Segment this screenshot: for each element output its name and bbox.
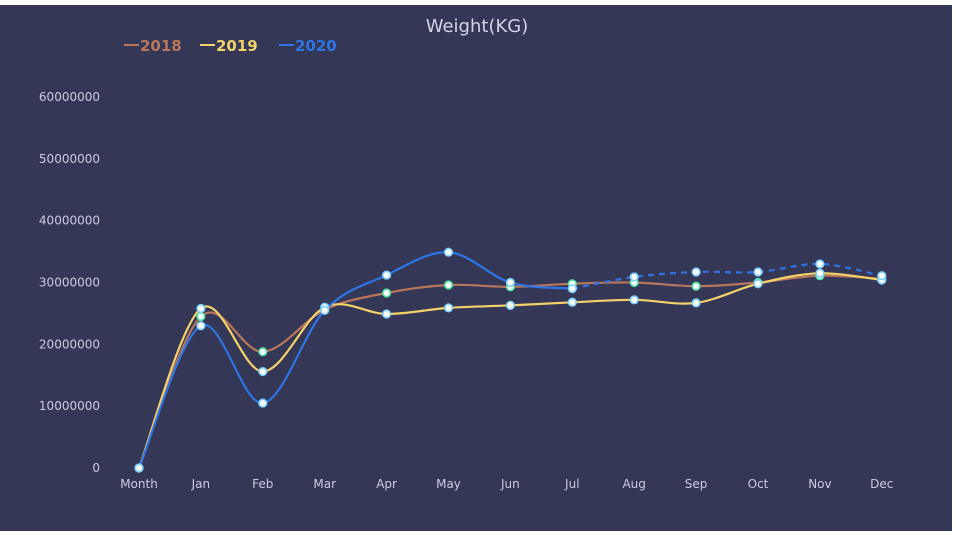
legend-label-2018: 2018 xyxy=(140,37,182,55)
x-tick-label: Feb xyxy=(252,477,273,491)
data-point-2020 xyxy=(505,277,516,288)
data-point-2019 xyxy=(505,300,516,310)
data-point-2020 xyxy=(196,321,206,331)
data-point-2020 xyxy=(691,267,701,277)
data-point-2020 xyxy=(382,270,392,280)
legend-label-2019: 2019 xyxy=(216,37,258,55)
y-tick-label: 60000000 xyxy=(39,90,100,104)
x-tick-label: Aug xyxy=(622,477,645,491)
chart-panel: Weight(KG) 2018 2019 2020 0 10000000 2000000… xyxy=(0,5,952,531)
data-point-2019 xyxy=(258,366,268,377)
series-points xyxy=(134,247,887,473)
data-point-2019 xyxy=(691,298,701,308)
y-tick-label: 30000000 xyxy=(39,276,100,290)
chart-title: Weight(KG) xyxy=(426,16,529,37)
y-tick-label: 20000000 xyxy=(39,337,100,351)
data-point-2020 xyxy=(877,271,887,281)
x-axis: Month Jan Feb Mar Apr May Jun Jul Aug Sep Oct Nov De… xyxy=(120,477,893,491)
data-point-2019 xyxy=(815,268,825,278)
data-point-2019 xyxy=(629,295,639,305)
y-tick-label: 0 xyxy=(92,461,100,475)
x-tick-label: Dec xyxy=(870,477,893,491)
data-point-2018 xyxy=(258,347,268,357)
data-point-2019 xyxy=(443,303,454,313)
data-point-2018 xyxy=(382,288,392,298)
x-tick-label: Sep xyxy=(685,477,708,491)
data-point-2020 xyxy=(320,305,330,315)
x-tick-label: Month xyxy=(120,477,158,491)
data-point-2020 xyxy=(134,463,144,473)
x-tick-label: Nov xyxy=(808,477,831,491)
data-point-2019 xyxy=(382,309,392,319)
data-point-2018 xyxy=(196,311,206,322)
series-line-2020-dashed xyxy=(572,262,883,290)
data-point-2018 xyxy=(443,280,454,290)
data-point-2018 xyxy=(691,281,701,291)
x-tick-label: May xyxy=(436,477,461,491)
data-point-2019 xyxy=(567,297,577,307)
y-tick-label: 10000000 xyxy=(39,399,100,413)
data-point-2020 xyxy=(629,272,639,282)
x-tick-label: Mar xyxy=(313,477,336,491)
y-tick-label: 40000000 xyxy=(39,214,100,228)
y-axis: 0 10000000 20000000 30000000 40000000 5000000… xyxy=(39,90,100,475)
x-tick-label: Jan xyxy=(191,477,211,491)
x-tick-label: Oct xyxy=(748,477,769,491)
data-point-2020 xyxy=(443,247,454,257)
legend: 2018 2019 2020 xyxy=(124,37,337,55)
data-point-2020 xyxy=(567,284,577,294)
data-point-2020 xyxy=(258,398,268,408)
y-tick-label: 50000000 xyxy=(39,152,100,166)
data-point-2019 xyxy=(753,279,763,289)
x-tick-label: Apr xyxy=(376,477,397,491)
series-line-2019 xyxy=(137,272,882,469)
x-tick-label: Jun xyxy=(500,477,520,491)
series-line-2018 xyxy=(137,274,882,469)
legend-label-2020: 2020 xyxy=(295,37,337,55)
data-point-2019 xyxy=(196,303,206,314)
x-tick-label: Jul xyxy=(564,477,579,491)
data-point-2020 xyxy=(815,259,825,269)
data-point-2020 xyxy=(753,267,763,277)
line-chart: Weight(KG) 2018 2019 2020 0 10000000 2000000… xyxy=(39,16,893,491)
